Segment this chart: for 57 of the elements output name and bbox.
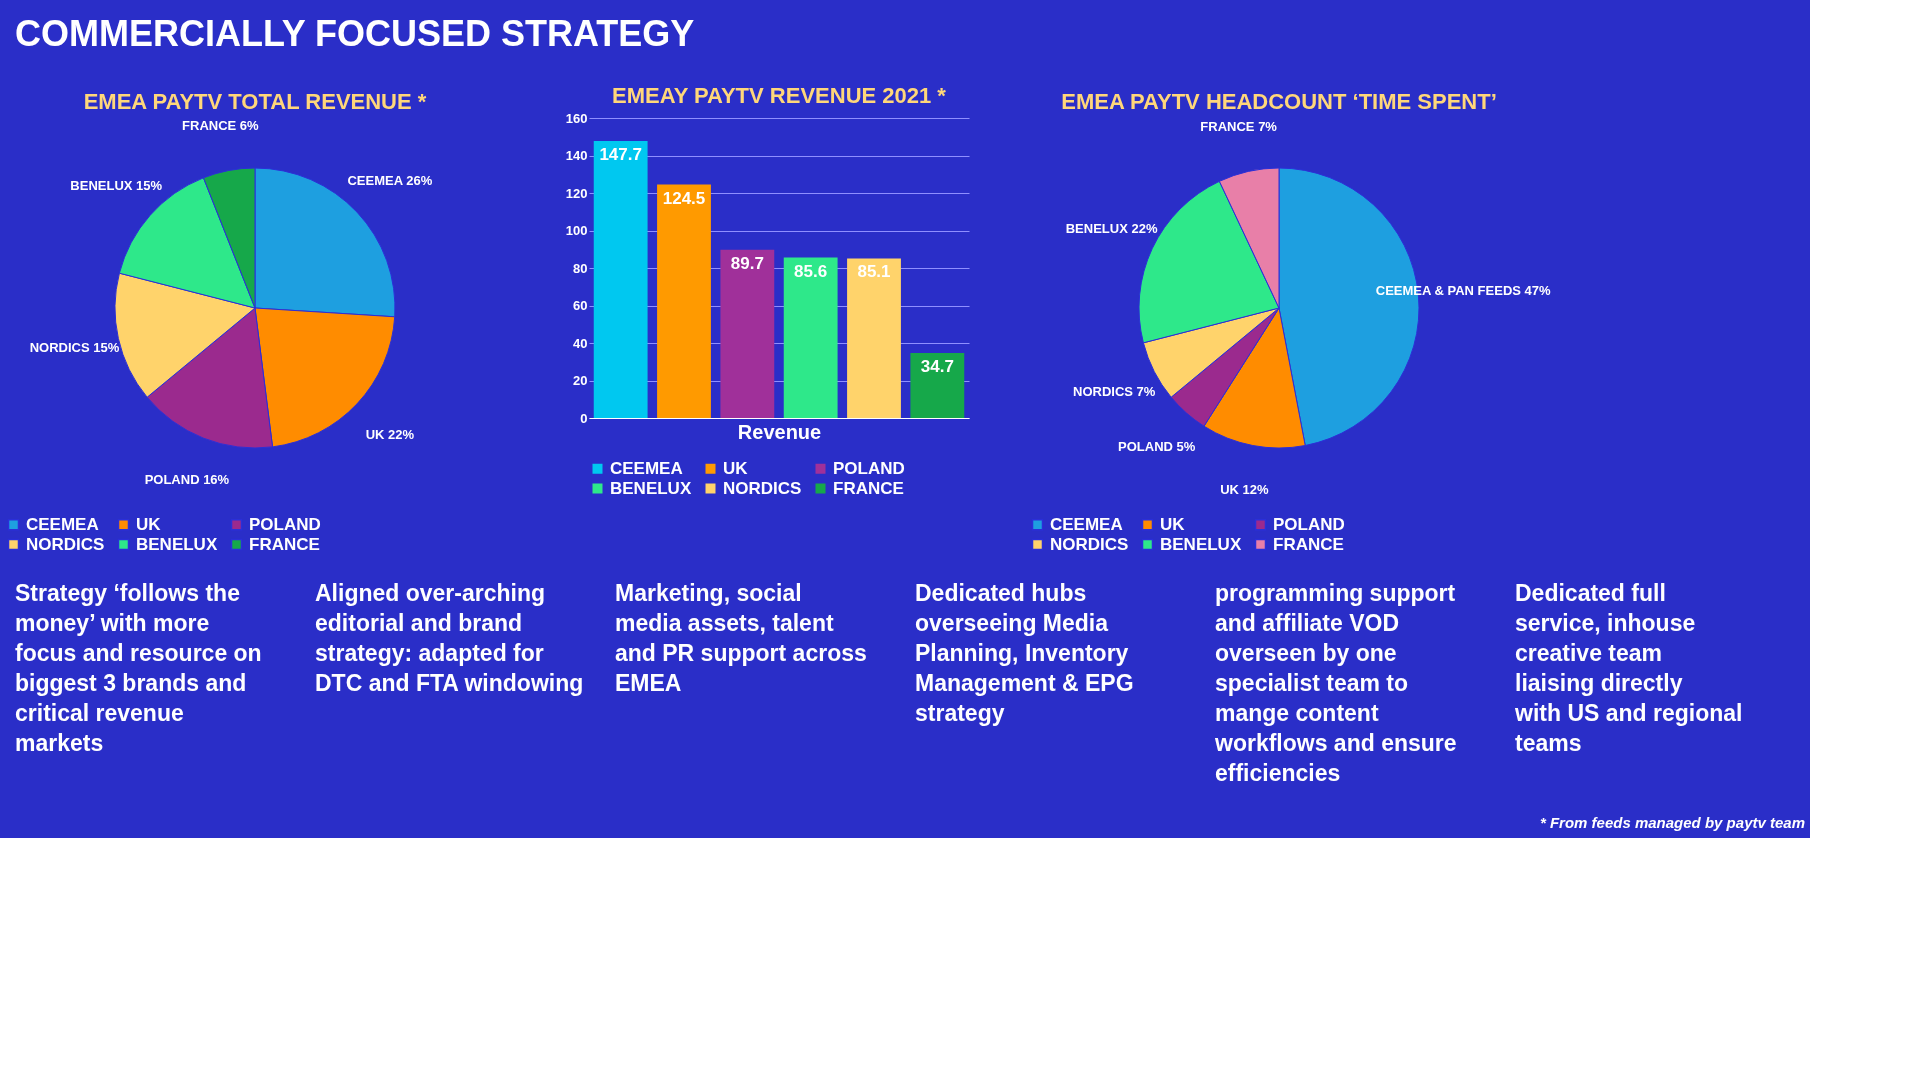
legend-label: POLAND	[833, 458, 905, 478]
data-label: UK 12%	[1220, 481, 1269, 497]
chart-title: EMEA PAYTV HEADCOUNT ‘TIME SPENT’	[1061, 89, 1497, 114]
text: programming support and affiliate VOD overseen by one specialist team to mange content workflows and ensure efficiencies	[1214, 580, 1457, 786]
y-tick-label: 100	[565, 223, 588, 238]
text: Aligned over-arching editorial and brand strategy: adapted for DTC and FTA windowing	[315, 580, 584, 696]
data-label: POLAND 16%	[144, 472, 230, 488]
legend-label: BENELUX	[136, 534, 218, 554]
legend-label: CEEMEA	[1050, 514, 1123, 534]
data-label: FRANCE 6%	[182, 118, 260, 134]
data-label: BENELUX 15%	[70, 177, 163, 193]
data-label: 124.5	[662, 188, 706, 208]
y-tick-label: 120	[565, 185, 588, 201]
y-tick-label: 60	[573, 298, 588, 313]
data-label: NORDICS 7%	[1072, 383, 1156, 399]
data-label: UK 22%	[365, 426, 415, 442]
data-label: 89.7	[730, 253, 764, 273]
text: COMMERCIALLY FOCUSED STRATEGY	[15, 13, 695, 54]
legend-label: NORDICS	[26, 534, 105, 554]
data-label: 34.7	[920, 356, 954, 376]
chart-title: EMEAY PAYTV REVENUE 2021 *	[612, 83, 947, 108]
y-tick-label: 140	[565, 148, 588, 163]
legend-label: FRANCE	[833, 478, 904, 498]
text: Strategy ‘follows the money’ with more focus and resource on biggest 3 brands and critical revenue markets	[15, 580, 262, 756]
legend-label: POLAND	[249, 514, 321, 534]
y-tick-label: 80	[573, 260, 588, 276]
legend-label: FRANCE	[249, 534, 320, 554]
legend-label: BENELUX	[1160, 534, 1242, 554]
legend-label: UK	[136, 514, 162, 534]
legend-label: UK	[723, 458, 749, 478]
data-label: CEEMEA 26%	[347, 173, 433, 189]
text: Dedicated full service, inhouse creative team liaising directly with US and regional teams	[1514, 580, 1743, 756]
text: * From feeds managed by paytv team	[1539, 814, 1805, 831]
legend-label: NORDICS	[723, 478, 802, 498]
y-tick-label: 0	[580, 410, 588, 426]
data-label: CEEMEA & PAN FEEDS 47%	[1375, 282, 1552, 298]
data-label: 147.7	[599, 145, 642, 165]
text: Dedicated hubs overseeing Media Planning, Inventory Management & EPG strategy	[915, 580, 1134, 726]
legend-label: CEEMEA	[26, 514, 99, 534]
legend-label: CEEMEA	[610, 458, 683, 478]
legend-label: POLAND	[1273, 514, 1345, 534]
data-label: FRANCE 7%	[1200, 119, 1278, 135]
chart-title: EMEA PAYTV TOTAL REVENUE *	[83, 89, 427, 114]
data-label: 85.6	[794, 261, 828, 281]
legend-label: UK	[1160, 514, 1186, 534]
y-tick-label: 20	[573, 373, 588, 388]
y-tick-label: 160	[565, 110, 588, 126]
x-axis-title: Revenue	[737, 420, 822, 443]
y-tick-label: 40	[573, 335, 588, 351]
text: Marketing, social media assets, talent and PR support across EMEA	[615, 580, 867, 696]
data-label: BENELUX 22%	[1065, 221, 1158, 237]
data-label: POLAND 5%	[1118, 438, 1196, 454]
legend-label: BENELUX	[610, 478, 692, 498]
data-label: NORDICS 15%	[29, 340, 120, 356]
legend-label: FRANCE	[1273, 534, 1344, 554]
legend-label: NORDICS	[1050, 534, 1129, 554]
data-label: 85.1	[857, 262, 891, 282]
